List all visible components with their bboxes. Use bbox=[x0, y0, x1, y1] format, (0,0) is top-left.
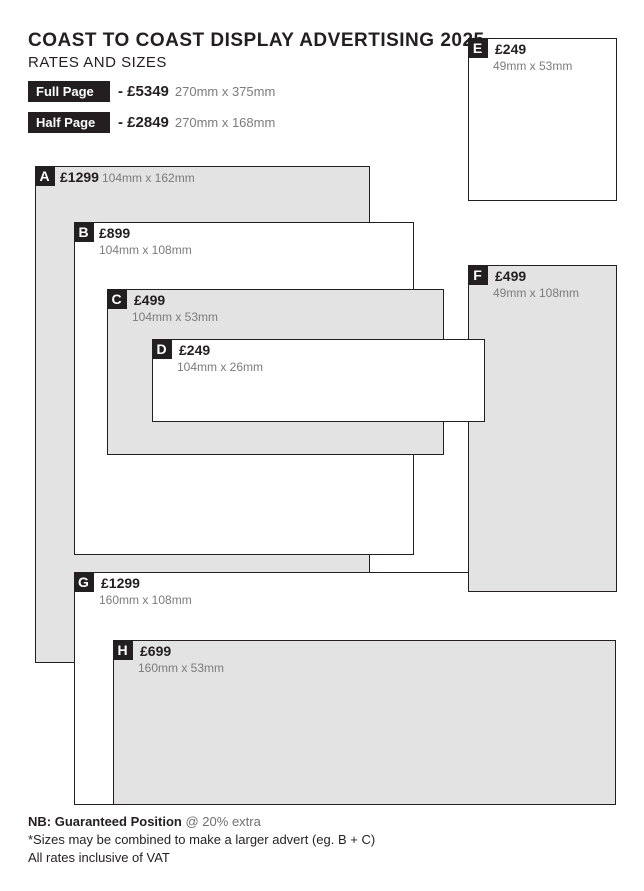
box-b-price: £899 bbox=[99, 225, 130, 241]
box-h-dim: 160mm x 53mm bbox=[138, 661, 224, 675]
box-h-price: £699 bbox=[140, 643, 171, 659]
box-d: D £249 104mm x 26mm bbox=[152, 339, 485, 422]
box-c-dim: 104mm x 53mm bbox=[132, 310, 218, 324]
nb-extra: @ 20% extra bbox=[186, 814, 261, 829]
box-d-price: £249 bbox=[179, 342, 210, 358]
box-a-dim: 104mm x 162mm bbox=[102, 171, 195, 185]
box-e-dim: 49mm x 53mm bbox=[493, 59, 572, 73]
box-f-dim: 49mm x 108mm bbox=[493, 286, 579, 300]
footer-note-1: *Sizes may be combined to make a larger … bbox=[28, 832, 375, 847]
box-f-price: £499 bbox=[495, 268, 526, 284]
box-a-tag: A bbox=[35, 166, 55, 186]
box-g-dim: 160mm x 108mm bbox=[99, 593, 192, 607]
box-f: F £499 49mm x 108mm bbox=[468, 265, 617, 592]
nb-label: NB: bbox=[28, 814, 51, 829]
diagram-canvas: A £1299 104mm x 162mm E £249 49mm x 53mm… bbox=[0, 0, 644, 891]
box-b-tag: B bbox=[74, 222, 94, 242]
box-g-price: £1299 bbox=[101, 575, 140, 591]
box-e-price: £249 bbox=[495, 41, 526, 57]
box-a-price: £1299 bbox=[60, 169, 99, 185]
box-h-tag: H bbox=[113, 640, 133, 660]
box-d-tag: D bbox=[152, 339, 172, 359]
box-e-tag: E bbox=[468, 38, 488, 58]
nb-text: Guaranteed Position bbox=[55, 814, 182, 829]
box-g-tag: G bbox=[74, 572, 94, 592]
box-b-dim: 104mm x 108mm bbox=[99, 243, 192, 257]
box-e: E £249 49mm x 53mm bbox=[468, 38, 617, 201]
footer-notes: NB: Guaranteed Position @ 20% extra *Siz… bbox=[28, 811, 375, 865]
footer-note-2: All rates inclusive of VAT bbox=[28, 850, 375, 865]
box-c-tag: C bbox=[107, 289, 127, 309]
box-d-dim: 104mm x 26mm bbox=[177, 360, 263, 374]
box-f-tag: F bbox=[468, 265, 488, 285]
box-h: H £699 160mm x 53mm bbox=[113, 640, 616, 805]
box-c-price: £499 bbox=[134, 292, 165, 308]
